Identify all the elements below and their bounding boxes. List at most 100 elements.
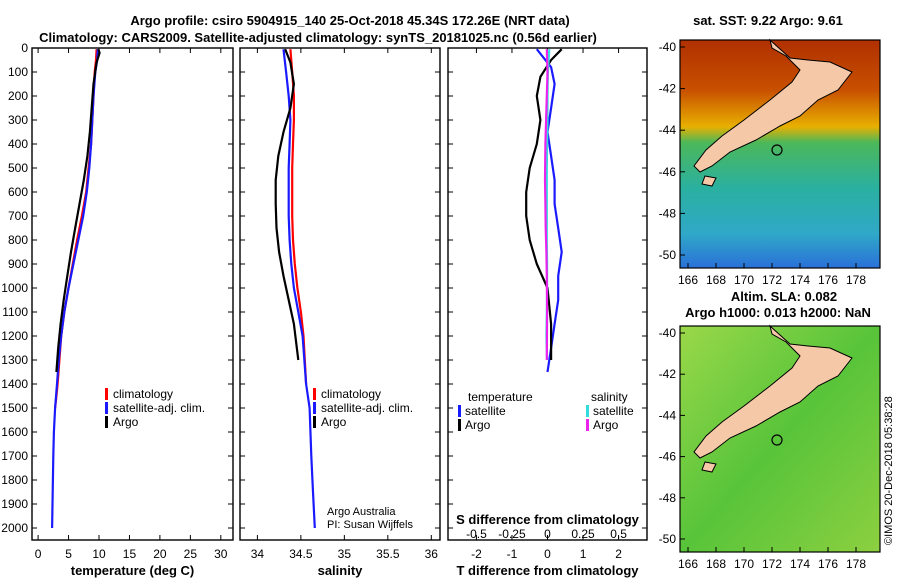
lat-tick-label: -50 (659, 248, 677, 262)
pi-annotation: Argo Australia (327, 506, 396, 518)
lon-tick-label: 172 (762, 273, 782, 287)
sla-land-new-zealand (693, 324, 853, 459)
sst-land-new-zealand (693, 38, 853, 173)
title-line-2: Climatology: CARS2009. Satellite-adjuste… (39, 30, 597, 45)
sst-argo-position-marker (771, 144, 783, 156)
legend-swatch (105, 402, 108, 414)
depth-tick-label: 800 (8, 233, 28, 247)
x-tick-label: 20 (153, 547, 167, 561)
depth-tick-label: 700 (8, 209, 28, 223)
lon-tick-label: 178 (846, 273, 866, 287)
x-tick-label: 34.5 (289, 547, 313, 561)
x-tick-label: 25 (184, 547, 198, 561)
imos-watermark: ©IMOS 20-Dec-2018 05:38:28 (883, 396, 895, 545)
sla-map-frame (679, 325, 881, 553)
sst-map: sat. SST: 9.22 Argo: 9.61 -40-42-44-46-4… (659, 13, 881, 287)
lon-tick-label: 168 (706, 557, 726, 571)
sla-map: Altim. SLA: 0.082 Argo h1000: 0.013 h200… (659, 289, 881, 571)
legend-label: climatology (113, 387, 173, 401)
lon-tick-label: 176 (818, 557, 838, 571)
x-tick-label: 10 (92, 547, 106, 561)
x-tick-label: 36 (425, 547, 439, 561)
series-t-argo (525, 48, 563, 360)
depth-tick-label: 200 (8, 89, 28, 103)
lon-tick-label: 174 (790, 557, 810, 571)
legend-label: satellite-adj. clim. (321, 401, 413, 415)
depth-tick-label: 400 (8, 137, 28, 151)
legend-label: satellite-adj. clim. (113, 401, 205, 415)
sla-lon-ticks: 166 168 170 172 174 176 178 (678, 547, 866, 571)
series-satellite-adj-clim- (282, 49, 316, 529)
legend-swatch (105, 416, 108, 428)
x-tick-label: 1 (580, 547, 587, 561)
depth-tick-label: 1400 (1, 377, 28, 391)
legend-label: Argo (593, 418, 619, 432)
lon-tick-label: 168 (706, 273, 726, 287)
legend-swatch (105, 388, 108, 400)
depth-tick-label: 600 (8, 185, 28, 199)
legend-label: Argo (113, 415, 139, 429)
x2-label: S difference from climatology (456, 512, 640, 527)
pi-annotation: PI: Susan Wijffels (327, 519, 413, 531)
difference-panel: -2 -1 0 1 2 T difference from climatology temp… (447, 47, 648, 578)
series-argo (274, 48, 300, 361)
depth-tick-label: 1800 (1, 473, 28, 487)
depth-tick-label: 2000 (1, 521, 28, 535)
x2-tick-label: 0 (544, 527, 551, 541)
sst-lon-ticks: 166 168 170 172 174 176 178 (678, 263, 866, 287)
legend-temperature-title: temperature (468, 390, 533, 404)
series-s-argo (543, 49, 549, 361)
depth-tick-label: 1600 (1, 425, 28, 439)
difference-xlabel: T difference from climatology (456, 563, 639, 578)
depth-tick-label: 500 (8, 161, 28, 175)
x2-tick-label: 0.25 (571, 527, 595, 541)
lon-tick-label: 176 (818, 273, 838, 287)
lon-tick-label: 172 (762, 557, 782, 571)
lat-tick-label: -48 (659, 206, 677, 220)
legend-label: Argo (321, 415, 347, 429)
lon-tick-label: 174 (790, 273, 810, 287)
legend-label: climatology (321, 387, 381, 401)
title-line-1: Argo profile: csiro 5904915_140 25-Oct-2… (130, 13, 569, 28)
salinity-axes-frame (239, 47, 441, 541)
x-tick-label: 15 (123, 547, 137, 561)
x-tick-label: -1 (507, 547, 518, 561)
salinity-panel: 34 34.5 35 35.5 36 salinity climatologysatelli… (239, 47, 441, 578)
depth-tick-label: 1000 (1, 281, 28, 295)
sla-map-title-2: Argo h1000: 0.013 h2000: NaN (685, 305, 871, 320)
depth-tick-label: 1100 (2, 305, 28, 319)
lon-tick-label: 178 (846, 557, 866, 571)
temperature-axes-frame (31, 47, 234, 541)
depth-tick-label: 1700 (1, 449, 28, 463)
x-tick-label: 0 (35, 547, 42, 561)
lon-tick-label: 170 (734, 557, 754, 571)
depth-tick-label: 300 (8, 113, 28, 127)
lat-tick-label: -44 (659, 123, 677, 137)
sst-map-title: sat. SST: 9.22 Argo: 9.61 (693, 13, 843, 28)
series-t-satellite (535, 48, 563, 373)
depth-tick-label: 1200 (1, 329, 28, 343)
temperature-xlabel: temperature (deg C) (71, 563, 195, 578)
legend-label: satellite (465, 404, 506, 418)
legend-swatch (458, 405, 461, 417)
lat-tick-label: -40 (659, 40, 677, 54)
sst-land-stewart-island (701, 175, 717, 187)
temperature-panel: 0100200300400500600700800900100011001200… (1, 41, 234, 578)
sla-map-title-1: Altim. SLA: 0.082 (731, 289, 837, 304)
legend-swatch (313, 388, 316, 400)
depth-tick-label: 1300 (1, 353, 28, 367)
lat-tick-label: -46 (659, 165, 677, 179)
legend-swatch (313, 402, 316, 414)
legend-label: Argo (465, 418, 491, 432)
x-tick-label: 2 (615, 547, 622, 561)
sst-map-frame (679, 39, 881, 269)
x2-tick-label: 0.5 (610, 527, 627, 541)
lat-tick-label: -40 (659, 326, 677, 340)
depth-tick-label: 0 (21, 41, 28, 55)
legend-label: satellite (593, 404, 634, 418)
lon-tick-label: 170 (734, 273, 754, 287)
legend-salinity-title: salinity (591, 390, 628, 404)
depth-tick-label: 900 (8, 257, 28, 271)
x-tick-label: 30 (214, 547, 228, 561)
lat-tick-label: -42 (659, 367, 677, 381)
